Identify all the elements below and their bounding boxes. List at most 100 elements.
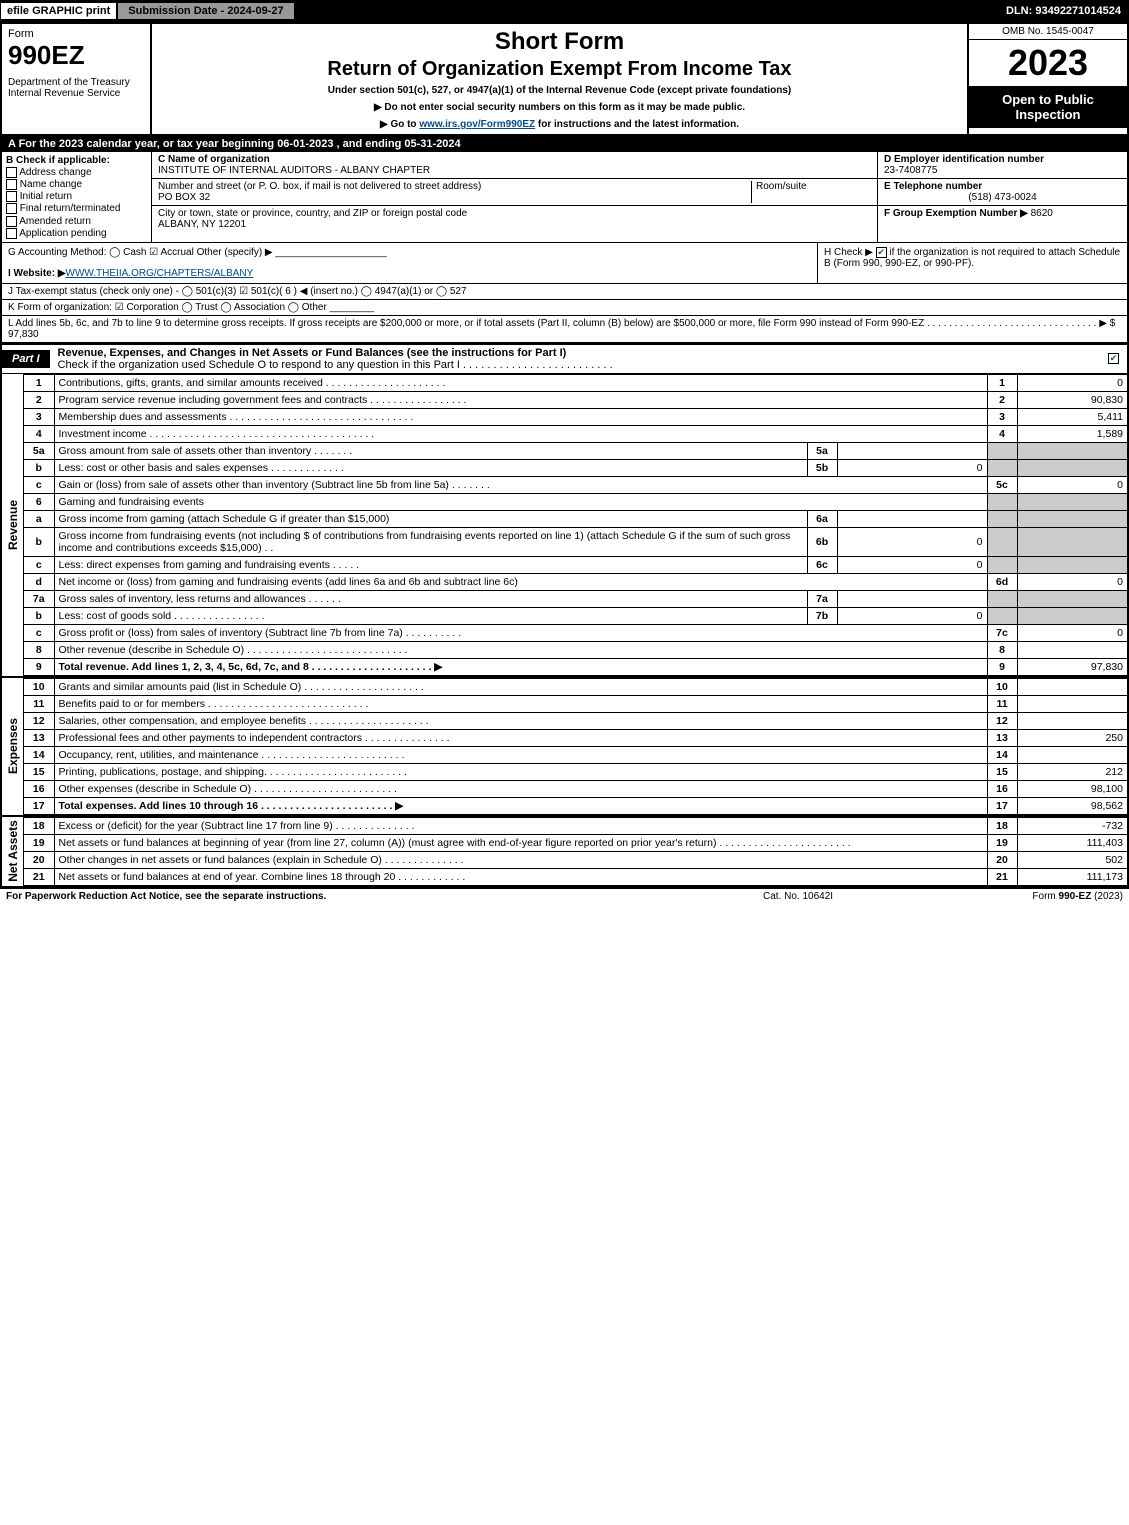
line-3: 3Membership dues and assessments . . . .… <box>24 408 1127 425</box>
accounting-method: G Accounting Method: ◯ Cash ☑ Accrual Ot… <box>2 243 817 283</box>
net-assets-vlabel: Net Assets <box>2 817 24 886</box>
line-6c: cLess: direct expenses from gaming and f… <box>24 556 1127 573</box>
note-goto-pre: ▶ Go to <box>380 119 419 130</box>
line-1: 1Contributions, gifts, grants, and simil… <box>24 374 1127 391</box>
ein-label: D Employer identification number <box>884 154 1044 165</box>
ein-cell: D Employer identification number 23-7408… <box>878 152 1127 179</box>
line-6d: dNet income or (loss) from gaming and fu… <box>24 573 1127 590</box>
header-left: Form 990EZ Department of the Treasury In… <box>2 24 152 134</box>
form-number: 990EZ <box>8 40 144 71</box>
line-18: 18Excess or (deficit) for the year (Subt… <box>24 817 1127 834</box>
row-a-tax-year: A For the 2023 calendar year, or tax yea… <box>2 136 1127 152</box>
expenses-table: 10Grants and similar amounts paid (list … <box>24 678 1127 815</box>
note-ssn: ▶ Do not enter social security numbers o… <box>160 102 959 113</box>
chk-schedule-o[interactable] <box>1108 353 1119 364</box>
tel-cell: E Telephone number (518) 473-0024 <box>878 179 1127 206</box>
line-4: 4Investment income . . . . . . . . . . .… <box>24 425 1127 442</box>
footer-left: For Paperwork Reduction Act Notice, see … <box>6 891 763 902</box>
group-exemption-cell: F Group Exemption Number ▶ 8620 <box>878 206 1127 221</box>
line-7a: 7aGross sales of inventory, less returns… <box>24 590 1127 607</box>
chk-application-pending[interactable]: Application pending <box>6 228 147 239</box>
row-i-website: I Website: ▶WWW.THEIIA.ORG/CHAPTERS/ALBA… <box>8 268 811 279</box>
line-10: 10Grants and similar amounts paid (list … <box>24 678 1127 695</box>
street-label: Number and street (or P. O. box, if mail… <box>158 181 481 192</box>
net-assets-table: 18Excess or (deficit) for the year (Subt… <box>24 817 1127 886</box>
line-11: 11Benefits paid to or for members . . . … <box>24 695 1127 712</box>
open-to-public: Open to Public Inspection <box>969 86 1127 128</box>
row-k-form-org: K Form of organization: ☑ Corporation ◯ … <box>2 300 1127 316</box>
note-goto: ▶ Go to www.irs.gov/Form990EZ for instru… <box>160 119 959 130</box>
line-16: 16Other expenses (describe in Schedule O… <box>24 780 1127 797</box>
submission-date: Submission Date - 2024-09-27 <box>117 2 294 20</box>
expenses-vlabel: Expenses <box>2 678 24 815</box>
revenue-vlabel: Revenue <box>2 374 24 676</box>
department: Department of the Treasury Internal Reve… <box>8 77 144 99</box>
line-5b: bLess: cost or other basis and sales exp… <box>24 459 1127 476</box>
line-13: 13Professional fees and other payments t… <box>24 729 1127 746</box>
city-cell: City or town, state or province, country… <box>152 206 877 232</box>
chk-schedule-b[interactable] <box>876 247 887 258</box>
street-cell: Number and street (or P. O. box, if mail… <box>152 179 877 206</box>
efile-print-button[interactable]: efile GRAPHIC print <box>0 2 117 20</box>
tel: (518) 473-0024 <box>884 192 1121 203</box>
col-b-checkboxes: B Check if applicable: Address change Na… <box>2 152 152 242</box>
col-b-label: B Check if applicable: <box>6 155 147 166</box>
line-6: 6Gaming and fundraising events <box>24 493 1127 510</box>
row-j-tax-exempt: J Tax-exempt status (check only one) - ◯… <box>2 284 1127 300</box>
street: PO BOX 32 <box>158 192 210 203</box>
line-8: 8Other revenue (describe in Schedule O) … <box>24 641 1127 658</box>
part-1-tag: Part I <box>2 350 50 368</box>
line-19: 19Net assets or fund balances at beginni… <box>24 834 1127 851</box>
part-1-header: Part I Revenue, Expenses, and Changes in… <box>2 343 1127 374</box>
footer-form-ref: Form 990-EZ (2023) <box>963 891 1123 902</box>
net-assets-section: Net Assets 18Excess or (deficit) for the… <box>2 815 1127 886</box>
chk-final-return[interactable]: Final return/terminated <box>6 203 147 214</box>
dln: DLN: 93492271014524 <box>998 3 1129 19</box>
row-h-pre: H Check ▶ <box>824 247 876 258</box>
website-label: I Website: ▶ <box>8 268 66 279</box>
header-mid: Short Form Return of Organization Exempt… <box>152 24 967 134</box>
org-name-label: C Name of organization <box>158 154 270 165</box>
tax-year: 2023 <box>969 40 1127 86</box>
revenue-table: 1Contributions, gifts, grants, and simil… <box>24 374 1127 676</box>
top-bar: efile GRAPHIC print Submission Date - 20… <box>0 0 1129 22</box>
row-l-gross-receipts: L Add lines 5b, 6c, and 7b to line 9 to … <box>2 316 1127 343</box>
chk-initial-return[interactable]: Initial return <box>6 191 147 202</box>
row-g-h: G Accounting Method: ◯ Cash ☑ Accrual Ot… <box>2 243 1127 284</box>
line-9: 9Total revenue. Add lines 1, 2, 3, 4, 5c… <box>24 658 1127 675</box>
line-5c: cGain or (loss) from sale of assets othe… <box>24 476 1127 493</box>
form-word: Form <box>8 28 144 40</box>
line-7c: cGross profit or (loss) from sales of in… <box>24 624 1127 641</box>
omb-number: OMB No. 1545-0047 <box>969 24 1127 40</box>
irs-link[interactable]: www.irs.gov/Form990EZ <box>419 119 535 130</box>
chk-address-change[interactable]: Address change <box>6 167 147 178</box>
website-link[interactable]: WWW.THEIIA.ORG/CHAPTERS/ALBANY <box>66 268 254 279</box>
chk-amended-return[interactable]: Amended return <box>6 216 147 227</box>
header-right: OMB No. 1545-0047 2023 Open to Public In… <box>967 24 1127 134</box>
room-suite: Room/suite <box>751 181 871 203</box>
part-1-check-line: Check if the organization used Schedule … <box>58 359 613 371</box>
line-5a: 5aGross amount from sale of assets other… <box>24 442 1127 459</box>
ein: 23-7408775 <box>884 165 937 176</box>
title-return: Return of Organization Exempt From Incom… <box>160 58 959 81</box>
form-outer: Form 990EZ Department of the Treasury In… <box>0 22 1129 888</box>
line-14: 14Occupancy, rent, utilities, and mainte… <box>24 746 1127 763</box>
group-number: 8620 <box>1031 208 1053 219</box>
org-name-cell: C Name of organization INSTITUTE OF INTE… <box>152 152 877 179</box>
city-label: City or town, state or province, country… <box>158 208 467 219</box>
org-name: INSTITUTE OF INTERNAL AUDITORS - ALBANY … <box>158 165 430 176</box>
chk-name-change[interactable]: Name change <box>6 179 147 190</box>
row-h: H Check ▶ if the organization is not req… <box>817 243 1127 283</box>
line-2: 2Program service revenue including gover… <box>24 391 1127 408</box>
footer-cat-no: Cat. No. 10642I <box>763 891 963 902</box>
line-15: 15Printing, publications, postage, and s… <box>24 763 1127 780</box>
page-footer: For Paperwork Reduction Act Notice, see … <box>0 888 1129 904</box>
col-c-org-info: C Name of organization INSTITUTE OF INTE… <box>152 152 877 242</box>
row-g: G Accounting Method: ◯ Cash ☑ Accrual Ot… <box>8 247 811 268</box>
line-21: 21Net assets or fund balances at end of … <box>24 868 1127 885</box>
line-12: 12Salaries, other compensation, and empl… <box>24 712 1127 729</box>
expenses-section: Expenses 10Grants and similar amounts pa… <box>2 676 1127 815</box>
line-17: 17Total expenses. Add lines 10 through 1… <box>24 797 1127 814</box>
tel-label: E Telephone number <box>884 181 982 192</box>
title-short-form: Short Form <box>160 28 959 56</box>
